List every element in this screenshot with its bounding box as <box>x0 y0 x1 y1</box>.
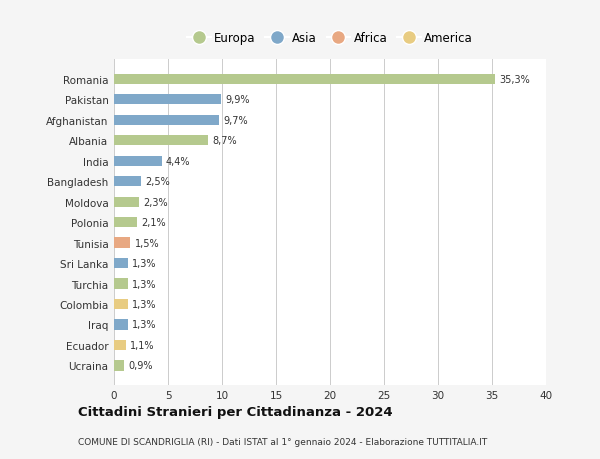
Bar <box>114 319 128 330</box>
Bar <box>114 258 128 269</box>
Bar <box>114 360 124 371</box>
Text: 9,9%: 9,9% <box>225 95 250 105</box>
Text: 0,9%: 0,9% <box>128 361 152 370</box>
Bar <box>114 238 130 248</box>
Legend: Europa, Asia, Africa, America: Europa, Asia, Africa, America <box>185 30 475 47</box>
Bar <box>114 197 139 207</box>
Bar <box>114 136 208 146</box>
Text: 1,5%: 1,5% <box>134 238 159 248</box>
Text: 2,5%: 2,5% <box>145 177 170 187</box>
Text: 1,3%: 1,3% <box>133 279 157 289</box>
Bar <box>114 74 495 85</box>
Text: 1,3%: 1,3% <box>133 299 157 309</box>
Bar <box>114 299 128 309</box>
Bar <box>114 218 137 228</box>
Bar <box>114 279 128 289</box>
Text: 35,3%: 35,3% <box>500 75 530 84</box>
Text: COMUNE DI SCANDRIGLIA (RI) - Dati ISTAT al 1° gennaio 2024 - Elaborazione TUTTIT: COMUNE DI SCANDRIGLIA (RI) - Dati ISTAT … <box>78 437 487 446</box>
Text: 1,1%: 1,1% <box>130 340 155 350</box>
Text: 1,3%: 1,3% <box>133 320 157 330</box>
Bar <box>114 177 141 187</box>
Bar <box>114 340 126 350</box>
Text: 9,7%: 9,7% <box>223 116 248 125</box>
Text: 2,1%: 2,1% <box>141 218 166 228</box>
Text: Cittadini Stranieri per Cittadinanza - 2024: Cittadini Stranieri per Cittadinanza - 2… <box>78 405 392 419</box>
Bar <box>114 95 221 105</box>
Text: 8,7%: 8,7% <box>212 136 237 146</box>
Text: 2,3%: 2,3% <box>143 197 168 207</box>
Bar <box>114 156 161 167</box>
Text: 4,4%: 4,4% <box>166 157 190 166</box>
Bar <box>114 115 219 126</box>
Text: 1,3%: 1,3% <box>133 258 157 269</box>
